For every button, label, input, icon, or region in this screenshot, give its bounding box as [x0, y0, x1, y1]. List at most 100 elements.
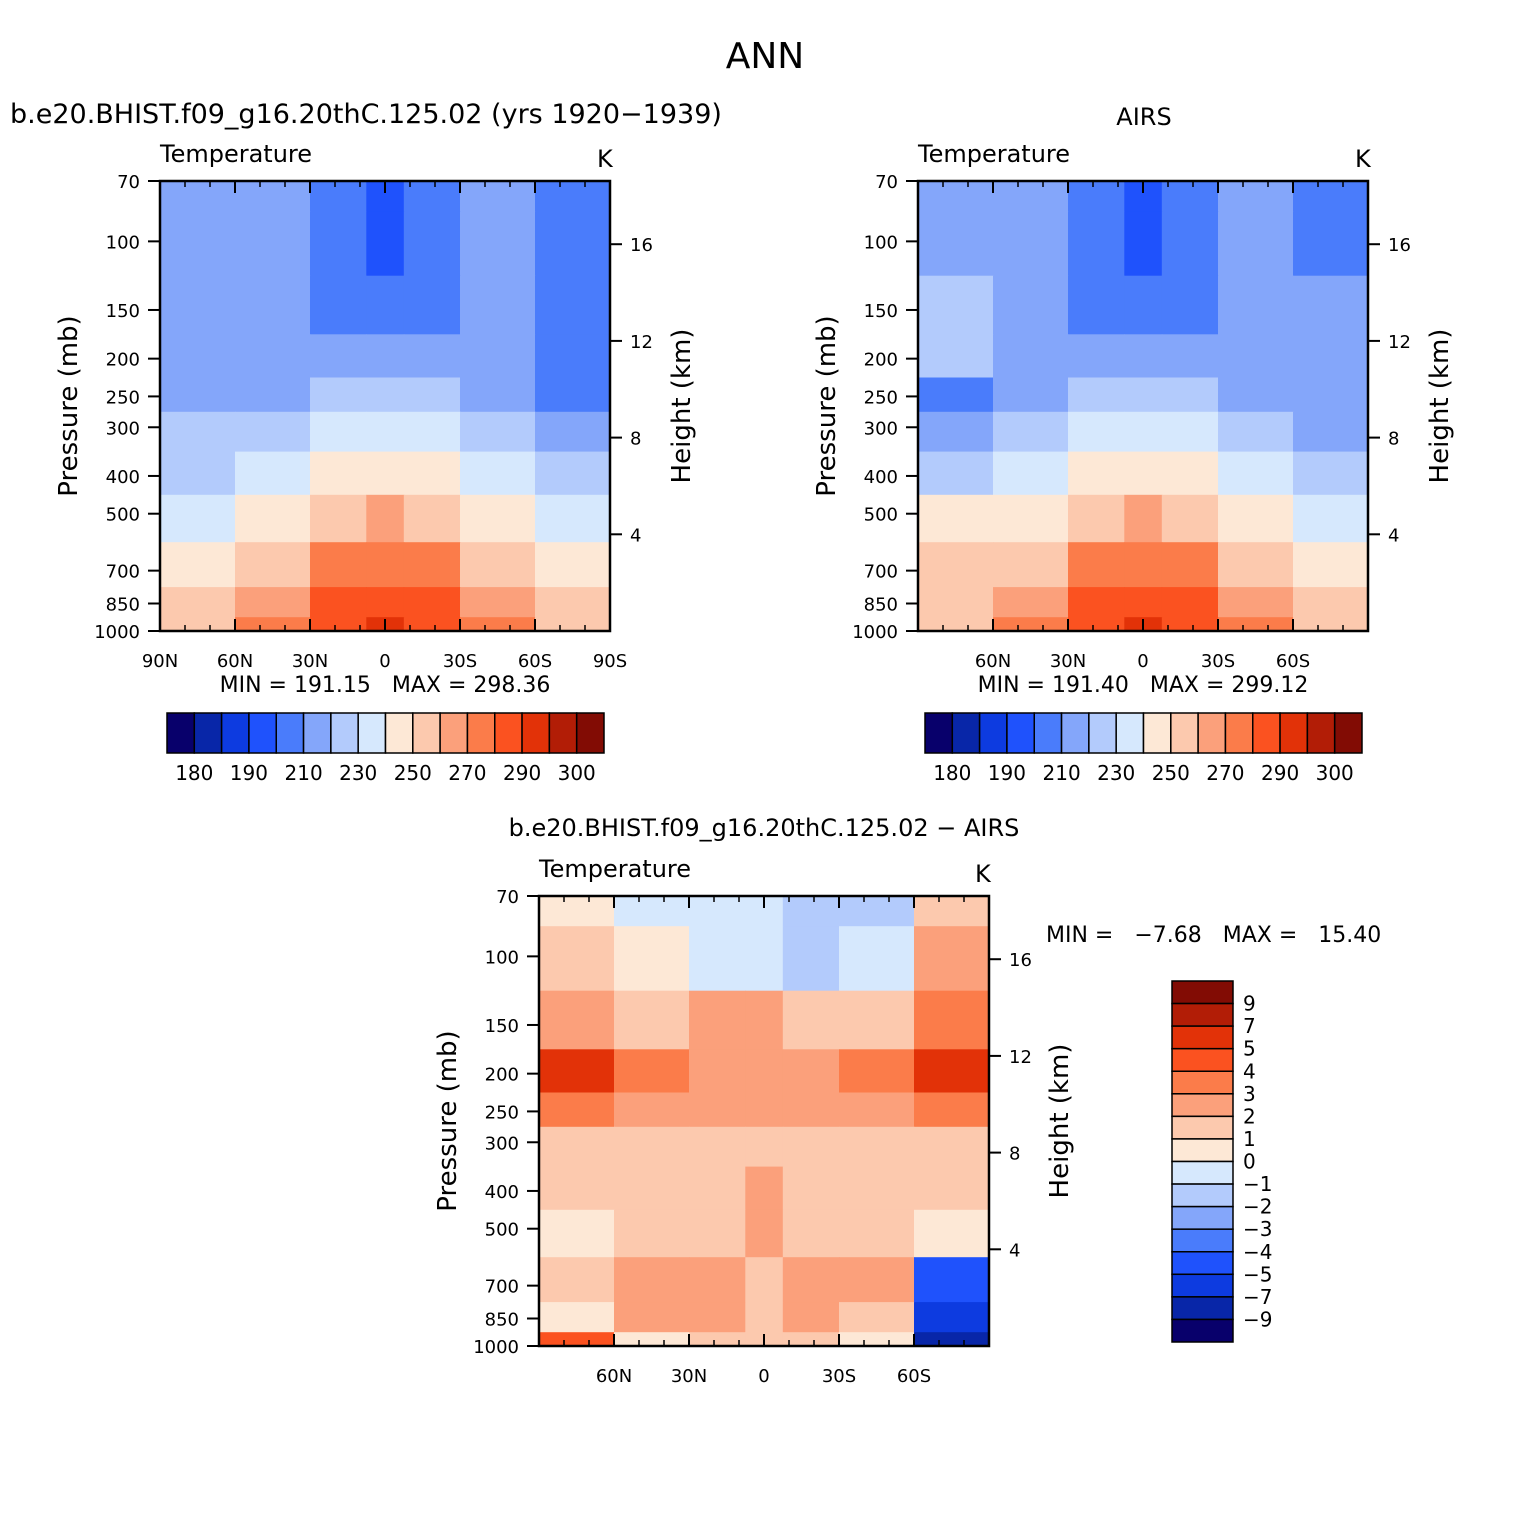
height-tick-label: 12: [1388, 332, 1411, 353]
contour-cell: [914, 1092, 990, 1128]
pressure-tick-label: 200: [106, 350, 140, 371]
contour-cell: [1293, 275, 1369, 335]
contour-cell: [914, 1209, 990, 1258]
panel-diff: b.e20.BHIST.f09_g16.20thC.125.02 − AIRS …: [433, 814, 1381, 1387]
contour-cell: [1068, 275, 1125, 335]
contour-cell: [918, 334, 994, 379]
contour-cell: [782, 926, 840, 992]
contour-cell: [460, 617, 536, 632]
contour-cell: [689, 926, 746, 992]
colorbar-label: 180: [175, 761, 213, 785]
contour-cell: [839, 1257, 915, 1303]
pressure-tick-label: 400: [106, 467, 140, 488]
pressure-tick-label: 500: [485, 1220, 519, 1241]
colorbar-swatch: [575, 712, 605, 754]
panel-model-contour-field: [160, 181, 611, 632]
pressure-tick-label: 200: [864, 350, 898, 371]
height-tick-label: 4: [1388, 525, 1399, 546]
contour-cell: [403, 542, 461, 588]
contour-cell: [689, 1302, 746, 1333]
colorbar-label: 7: [1243, 1014, 1256, 1038]
colorbar-swatch: [357, 712, 387, 754]
colorbar-swatch: [1170, 712, 1199, 754]
contour-cell: [460, 211, 536, 277]
colorbar-label: 4: [1243, 1059, 1256, 1083]
contour-cell: [160, 542, 236, 588]
contour-cell: [235, 542, 311, 588]
panel-model-units: K: [597, 145, 614, 173]
contour-cell: [160, 451, 236, 496]
contour-cell: [1124, 211, 1163, 277]
pressure-tick-label: 850: [485, 1309, 519, 1330]
contour-cell: [1124, 275, 1163, 335]
contour-cell: [914, 896, 990, 927]
contour-cell: [918, 494, 994, 543]
panel-model-colorbar: 180 190 210 230 250 270 290 300: [166, 712, 605, 785]
colorbar-swatch: [1171, 1183, 1234, 1208]
contour-cell: [689, 1049, 746, 1094]
contour-cell: [1124, 587, 1163, 618]
contour-cell: [310, 451, 367, 496]
contour-cell: [235, 211, 311, 277]
contour-cell: [1161, 494, 1219, 543]
pressure-tick-label: 250: [864, 387, 898, 408]
contour-cell: [1293, 377, 1369, 413]
colorbar-swatch: [494, 712, 523, 754]
colorbar-swatch: [1171, 1047, 1234, 1072]
contour-cell: [614, 1302, 690, 1333]
pressure-tick-label: 300: [106, 418, 140, 439]
contour-cell: [460, 451, 536, 496]
colorbar-swatch: [466, 712, 496, 754]
contour-cell: [366, 377, 405, 413]
contour-cell: [1218, 451, 1294, 496]
colorbar-swatch: [330, 712, 359, 754]
contour-cell: [1124, 451, 1163, 496]
panel-obs-colorbar: 180 190 210 230 250 270 290 300: [924, 712, 1363, 785]
contour-cell: [918, 181, 994, 212]
contour-cell: [614, 896, 690, 927]
contour-cell: [539, 1302, 615, 1333]
contour-cell: [918, 587, 994, 618]
contour-cell: [235, 334, 311, 379]
latitude-tick-label: 30S: [1201, 651, 1235, 672]
contour-cell: [310, 542, 367, 588]
contour-cell: [782, 1257, 840, 1303]
contour-cell: [993, 451, 1069, 496]
contour-cell: [1218, 411, 1294, 453]
contour-cell: [1218, 617, 1294, 632]
colorbar-label: 250: [394, 761, 432, 785]
panel-obs-right-axis-title: Height (km): [1425, 329, 1455, 484]
pressure-tick-label: 300: [485, 1133, 519, 1154]
contour-cell: [310, 617, 367, 632]
contour-cell: [914, 1257, 990, 1303]
contour-cell: [539, 1257, 615, 1303]
panel-obs-header: AIRS: [1116, 103, 1171, 131]
contour-cell: [993, 411, 1069, 453]
latitude-tick-label: 90S: [593, 651, 627, 672]
pressure-tick-label: 850: [106, 594, 140, 615]
figure-title: ANN: [726, 36, 805, 77]
height-tick-label: 16: [1009, 950, 1032, 971]
contour-cell: [366, 587, 405, 618]
contour-cell: [460, 587, 536, 618]
height-tick-label: 8: [1009, 1144, 1020, 1165]
contour-cell: [782, 1209, 840, 1258]
contour-cell: [918, 275, 994, 335]
panel-diff-units: K: [975, 860, 992, 888]
latitude-tick-label: 30S: [822, 1366, 856, 1387]
contour-cell: [914, 1332, 990, 1347]
contour-cell: [993, 617, 1069, 632]
colorbar-swatch: [1306, 712, 1336, 754]
pressure-tick-label: 1000: [473, 1337, 519, 1358]
contour-cell: [1068, 334, 1125, 379]
contour-cell: [460, 542, 536, 588]
contour-cell: [310, 275, 367, 335]
contour-cell: [460, 275, 536, 335]
latitude-tick-label: 30S: [443, 651, 477, 672]
pressure-tick-label: 250: [485, 1102, 519, 1123]
contour-cell: [918, 377, 994, 413]
contour-cell: [689, 1092, 746, 1128]
panel-model-stats: MIN = 191.15 MAX = 298.36: [220, 673, 551, 698]
contour-cell: [993, 587, 1069, 618]
panel-model-ticks: 70 100 150 200 250 300 400 500 700 850 1000 16 12 8 4 9…: [94, 172, 653, 672]
